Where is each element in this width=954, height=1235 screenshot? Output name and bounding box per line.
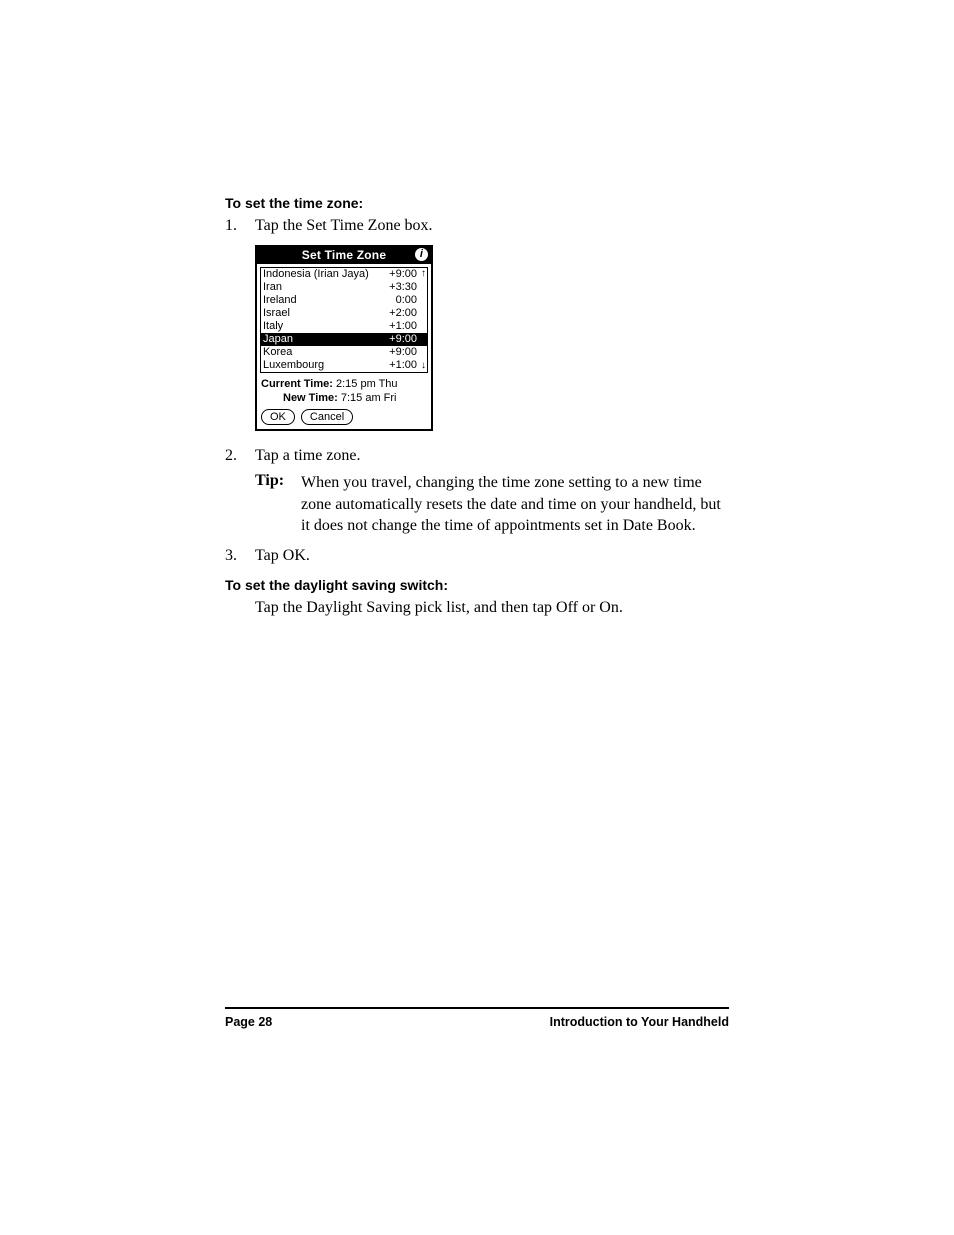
tz-offset: +9:00	[389, 268, 417, 281]
tz-offset: 0:00	[396, 294, 417, 307]
dialog-figure: Set Time Zone i ↑ ↓ Indonesia (Irian Jay…	[255, 245, 729, 431]
tz-offset: +2:00	[389, 307, 417, 320]
step-text: Tap OK.	[255, 545, 729, 567]
list-item[interactable]: Iran +3:30	[261, 281, 427, 294]
scroll-down-icon[interactable]: ↓	[421, 361, 426, 371]
footer-rule	[225, 1007, 729, 1009]
list-item[interactable]: Korea +9:00	[261, 346, 427, 359]
dialog-title: Set Time Zone	[302, 248, 386, 262]
tz-name: Japan	[263, 333, 293, 346]
cancel-button[interactable]: Cancel	[301, 409, 353, 425]
tz-offset: +9:00	[389, 333, 417, 346]
page-content: To set the time zone: 1. Tap the Set Tim…	[225, 195, 729, 618]
dialog-titlebar: Set Time Zone i	[257, 247, 431, 264]
tz-name: Luxembourg	[263, 359, 324, 372]
tz-name: Italy	[263, 320, 283, 333]
step-1: 1. Tap the Set Time Zone box.	[225, 215, 729, 237]
tz-name: Israel	[263, 307, 290, 320]
list-item[interactable]: Indonesia (Irian Jaya) +9:00	[261, 268, 427, 281]
scroll-up-icon[interactable]: ↑	[421, 269, 426, 279]
set-time-zone-dialog: Set Time Zone i ↑ ↓ Indonesia (Irian Jay…	[255, 245, 433, 431]
tz-name: Indonesia (Irian Jaya)	[263, 268, 369, 281]
step-number: 2.	[225, 445, 255, 467]
tz-offset: +1:00	[389, 320, 417, 333]
page-footer: Page 28 Introduction to Your Handheld	[225, 1015, 729, 1029]
footer-page: Page 28	[225, 1015, 272, 1029]
dialog-buttons: OK Cancel	[257, 407, 431, 429]
step-number: 3.	[225, 545, 255, 567]
step-number: 1.	[225, 215, 255, 237]
list-item[interactable]: Italy +1:00	[261, 320, 427, 333]
tz-offset: +9:00	[389, 346, 417, 359]
heading-dst: To set the daylight saving switch:	[225, 577, 729, 593]
footer-section: Introduction to Your Handheld	[550, 1015, 729, 1029]
new-time-value: 7:15 am Fri	[341, 392, 397, 404]
tz-name: Iran	[263, 281, 282, 294]
tip-label: Tip:	[255, 472, 301, 537]
step-3: 3. Tap OK.	[225, 545, 729, 567]
step-text: Tap a time zone.	[255, 445, 729, 467]
tz-name: Korea	[263, 346, 292, 359]
current-time-value: 2:15 pm Thu	[336, 378, 398, 390]
step-text: Tap the Set Time Zone box.	[255, 215, 729, 237]
tip-text: When you travel, changing the time zone …	[301, 472, 729, 537]
tz-name: Ireland	[263, 294, 297, 307]
timezone-list[interactable]: ↑ ↓ Indonesia (Irian Jaya) +9:00 Iran +3…	[260, 267, 428, 373]
heading-timezone: To set the time zone:	[225, 195, 729, 211]
dst-instruction: Tap the Daylight Saving pick list, and t…	[225, 597, 729, 619]
list-item[interactable]: Ireland 0:00	[261, 294, 427, 307]
list-item[interactable]: Luxembourg +1:00	[261, 359, 427, 372]
current-time-label: Current Time:	[261, 378, 333, 390]
info-icon[interactable]: i	[415, 248, 428, 261]
tz-offset: +1:00	[389, 359, 417, 372]
tz-offset: +3:30	[389, 281, 417, 294]
step-2: 2. Tap a time zone.	[225, 445, 729, 467]
ok-button[interactable]: OK	[261, 409, 295, 425]
tip: Tip: When you travel, changing the time …	[225, 472, 729, 537]
list-item[interactable]: Israel +2:00	[261, 307, 427, 320]
list-item-selected[interactable]: Japan +9:00	[261, 333, 427, 346]
dialog-times: Current Time: 2:15 pm Thu New Time: 7:15…	[257, 375, 431, 407]
new-time-label: New Time:	[283, 392, 338, 404]
